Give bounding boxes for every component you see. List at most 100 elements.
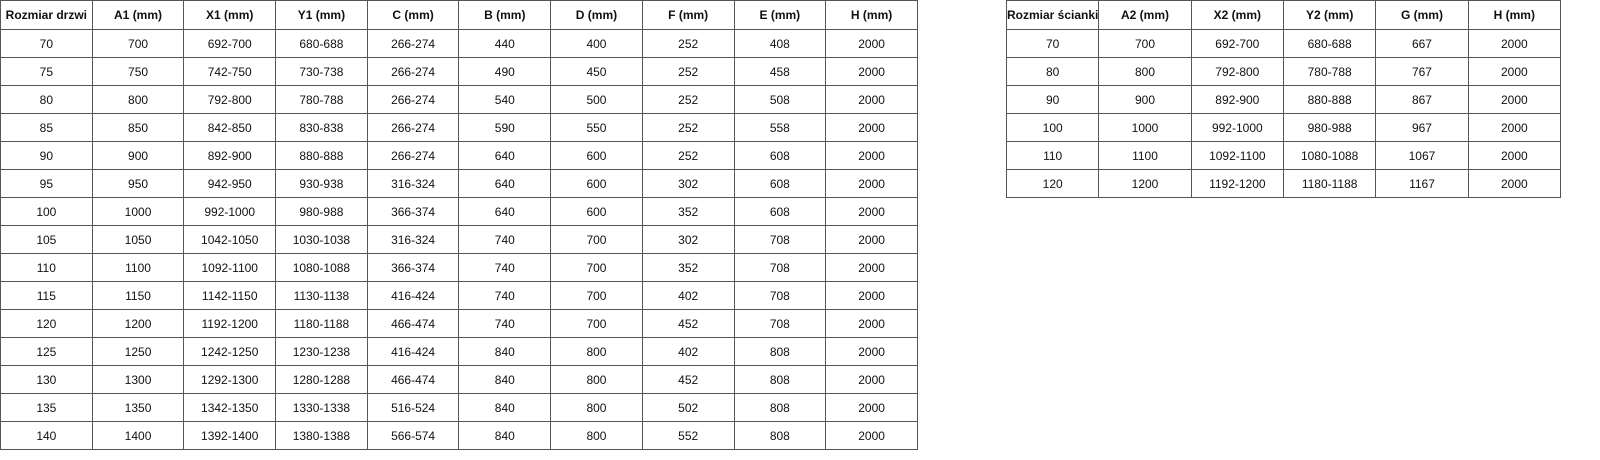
column-header: B (mm) [458, 0, 552, 30]
table-cell: 302 [641, 169, 735, 198]
table-cell: 2000 [1467, 113, 1562, 142]
table-cell: 2000 [825, 169, 918, 198]
table-row: 110 1100 1092-1100 1080-1088 366-374 740 700 35… [0, 253, 918, 282]
table-cell: 2000 [825, 57, 918, 86]
column-header: D (mm) [550, 0, 643, 30]
table-cell: 2000 [825, 225, 918, 254]
table-cell: 830-838 [275, 113, 368, 142]
table-cell: 452 [641, 309, 735, 338]
column-header: C (mm) [366, 0, 460, 30]
table-cell: 80 [1005, 57, 1100, 86]
table-cell: 266-274 [366, 113, 460, 142]
table-cell: 450 [550, 57, 643, 86]
table-cell: 800 [550, 421, 643, 450]
table-cell: 366-374 [366, 253, 460, 282]
table-cell: 850 [91, 113, 185, 142]
table-cell: 125 [0, 337, 93, 366]
table-cell: 780-788 [275, 85, 368, 114]
table-cell: 80 [0, 85, 93, 114]
column-header: Y2 (mm) [1282, 0, 1377, 30]
table-cell: 767 [1375, 57, 1469, 86]
table-cell: 1380-1388 [275, 421, 368, 450]
table-cell: 800 [550, 365, 643, 394]
column-header: Y1 (mm) [275, 0, 368, 30]
table-cell: 608 [733, 169, 827, 198]
table-row: 100 1000 992-1000 980-988 366-374 640 600 352 60… [0, 197, 918, 226]
table-row: 135 1350 1342-1350 1330-1338 516-524 840 800 50… [0, 393, 918, 422]
table-row: 85 850 842-850 830-838 266-274 590 550 252 558 20… [0, 113, 918, 142]
table-cell: 70 [1005, 29, 1100, 58]
table-cell: 640 [458, 169, 552, 198]
table-cell: 680-688 [275, 29, 368, 58]
table-cell: 740 [458, 253, 552, 282]
table-row: 90 900 892-900 880-888 867 2000 [1005, 85, 1562, 114]
table-cell: 75 [0, 57, 93, 86]
table-row: 70 700 692-700 680-688 266-274 440 400 252 408 20… [0, 29, 918, 58]
table-row: 80 800 792-800 780-788 266-274 540 500 252 508 20… [0, 85, 918, 114]
table-cell: 2000 [825, 421, 918, 450]
table-cell: 2000 [825, 29, 918, 58]
wall-dimensions-table: Rozmiar ścianki A2 (mm) X2 (mm) Y2 (mm) G (m… [1005, 0, 1562, 198]
header-row: Rozmiar drzwi A1 (mm) X1 (mm) Y1 (mm) C (mm)… [0, 0, 918, 30]
column-header: F (mm) [641, 0, 735, 30]
table-cell: 1330-1338 [275, 393, 368, 422]
table-cell: 792-800 [183, 85, 277, 114]
table-cell: 700 [91, 29, 185, 58]
table-cell: 1092-1100 [1190, 141, 1284, 170]
table-row: 110 1100 1092-1100 1080-1088 1067 2000 [1005, 141, 1562, 170]
table-cell: 458 [733, 57, 827, 86]
table-cell: 840 [458, 365, 552, 394]
table-cell: 680-688 [1282, 29, 1377, 58]
table-cell: 1050 [91, 225, 185, 254]
table-cell: 466-474 [366, 365, 460, 394]
table-cell: 502 [641, 393, 735, 422]
table-cell: 90 [1005, 85, 1100, 114]
table-cell: 416-424 [366, 337, 460, 366]
table-cell: 708 [733, 309, 827, 338]
table-cell: 840 [458, 393, 552, 422]
table-cell: 1350 [91, 393, 185, 422]
table-cell: 1230-1238 [275, 337, 368, 366]
table-cell: 740 [458, 309, 552, 338]
table-cell: 70 [0, 29, 93, 58]
table-row: 80 800 792-800 780-788 767 2000 [1005, 57, 1562, 86]
table-cell: 402 [641, 337, 735, 366]
table-cell: 2000 [825, 113, 918, 142]
table-cell: 1080-1088 [275, 253, 368, 282]
table-cell: 692-700 [183, 29, 277, 58]
table-cell: 416-424 [366, 281, 460, 310]
table-row: 125 1250 1242-1250 1230-1238 416-424 840 800 40… [0, 337, 918, 366]
table-cell: 408 [733, 29, 827, 58]
table-cell: 742-750 [183, 57, 277, 86]
column-header: A1 (mm) [91, 0, 185, 30]
table-cell: 967 [1375, 113, 1469, 142]
table-cell: 252 [641, 57, 735, 86]
table-cell: 516-524 [366, 393, 460, 422]
table-cell: 1142-1150 [183, 281, 277, 310]
table-cell: 540 [458, 85, 552, 114]
table-cell: 1200 [1098, 169, 1192, 198]
table-cell: 85 [0, 113, 93, 142]
table-cell: 2000 [825, 197, 918, 226]
table-cell: 266-274 [366, 85, 460, 114]
table-cell: 2000 [1467, 29, 1562, 58]
table-cell: 1392-1400 [183, 421, 277, 450]
table-cell: 980-988 [1282, 113, 1377, 142]
column-header: Rozmiar drzwi [0, 0, 93, 30]
table-cell: 352 [641, 197, 735, 226]
table-row: 115 1150 1142-1150 1130-1138 416-424 740 700 40… [0, 281, 918, 310]
table-cell: 140 [0, 421, 93, 450]
table-cell: 110 [1005, 141, 1100, 170]
table-cell: 316-324 [366, 225, 460, 254]
table-cell: 700 [550, 281, 643, 310]
table-cell: 1180-1188 [275, 309, 368, 338]
table-cell: 992-1000 [1190, 113, 1284, 142]
table-cell: 708 [733, 253, 827, 282]
table-cell: 640 [458, 141, 552, 170]
table-cell: 800 [550, 393, 643, 422]
table-cell: 2000 [825, 365, 918, 394]
table-cell: 1100 [91, 253, 185, 282]
table-cell: 750 [91, 57, 185, 86]
table-cell: 1200 [91, 309, 185, 338]
table-cell: 135 [0, 393, 93, 422]
